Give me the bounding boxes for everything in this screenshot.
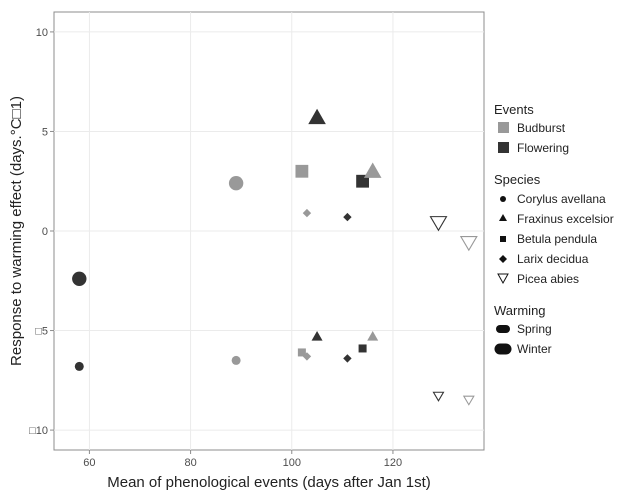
point-larix-decidua-budburst-spring	[302, 208, 312, 218]
y-axis-title: Response to warming effect (days.°C□1)	[8, 96, 25, 366]
point-betula-pendula-flowering-spring	[358, 344, 367, 353]
y-tick-label: □10	[29, 425, 48, 437]
x-axis-title: Mean of phenological events (days after …	[107, 474, 431, 491]
legend-title-species: Species	[494, 172, 541, 187]
legend-title-warming: Warming	[494, 303, 546, 318]
legend-key-winter	[494, 343, 512, 355]
x-tick-label: 100	[283, 457, 301, 469]
x-tick-label: 80	[184, 457, 196, 469]
point-corylus-avellana-budburst-winter	[228, 176, 244, 191]
y-tick-label: 0	[42, 226, 48, 238]
legend-key-betula-pendula	[500, 236, 506, 242]
legend-label-budburst: Budburst	[517, 121, 566, 135]
point-picea-abies-flowering-spring	[432, 391, 445, 402]
legend: Events Budburst Flowering Species Corylu…	[494, 102, 614, 356]
x-tick-label: 120	[384, 457, 402, 469]
legend-key-corylus-avellana	[500, 196, 506, 202]
legend-label-winter: Winter	[517, 342, 552, 356]
point-larix-decidua-flowering-spring	[343, 354, 352, 363]
legend-key-larix-decidua	[499, 255, 507, 263]
legend-key-budburst	[498, 122, 509, 133]
point-betula-pendula-flowering-winter	[356, 174, 369, 188]
legend-label-betula-pendula: Betula pendula	[517, 232, 597, 246]
point-fraxinus-excelsior-budburst-spring	[367, 331, 379, 341]
y-tick-label: □5	[35, 326, 48, 338]
point-corylus-avellana-budburst-spring	[231, 355, 241, 365]
point-fraxinus-excelsior-flowering-winter	[308, 108, 326, 125]
point-picea-abies-budburst-winter	[459, 235, 478, 252]
legend-key-spring	[496, 325, 510, 333]
legend-label-corylus-avellana: Corylus avellana	[517, 192, 606, 206]
point-fraxinus-excelsior-flowering-spring	[311, 331, 323, 341]
x-tick-label: 60	[83, 457, 95, 469]
legend-key-picea-abies	[497, 273, 509, 285]
legend-title-events: Events	[494, 102, 534, 117]
point-corylus-avellana-flowering-spring	[74, 361, 84, 371]
legend-label-larix-decidua: Larix decidua	[517, 252, 589, 266]
y-tick-label: 5	[42, 126, 48, 138]
data-points	[72, 108, 478, 406]
y-tick-label: 10	[36, 27, 48, 39]
point-larix-decidua-budburst-spring	[302, 352, 312, 361]
point-corylus-avellana-flowering-winter	[72, 271, 87, 286]
axis-ticks: 60 80 100 120 10 5 0 □5 □10	[29, 27, 402, 469]
legend-label-picea-abies: Picea abies	[517, 272, 579, 286]
point-betula-pendula-budburst-spring	[297, 348, 306, 357]
legend-label-flowering: Flowering	[517, 141, 569, 155]
point-picea-abies-flowering-winter	[429, 216, 448, 232]
legend-label-spring: Spring	[517, 322, 552, 336]
point-larix-decidua-flowering-spring	[343, 212, 352, 222]
legend-key-fraxinus-excelsior	[499, 214, 507, 221]
legend-label-fraxinus-excelsior: Fraxinus excelsior	[517, 212, 614, 226]
legend-key-flowering	[498, 142, 509, 153]
point-fraxinus-excelsior-budburst-winter	[363, 162, 382, 178]
point-picea-abies-budburst-spring	[462, 395, 475, 406]
point-betula-pendula-budburst-winter	[295, 164, 309, 178]
grid-lines	[54, 12, 484, 450]
